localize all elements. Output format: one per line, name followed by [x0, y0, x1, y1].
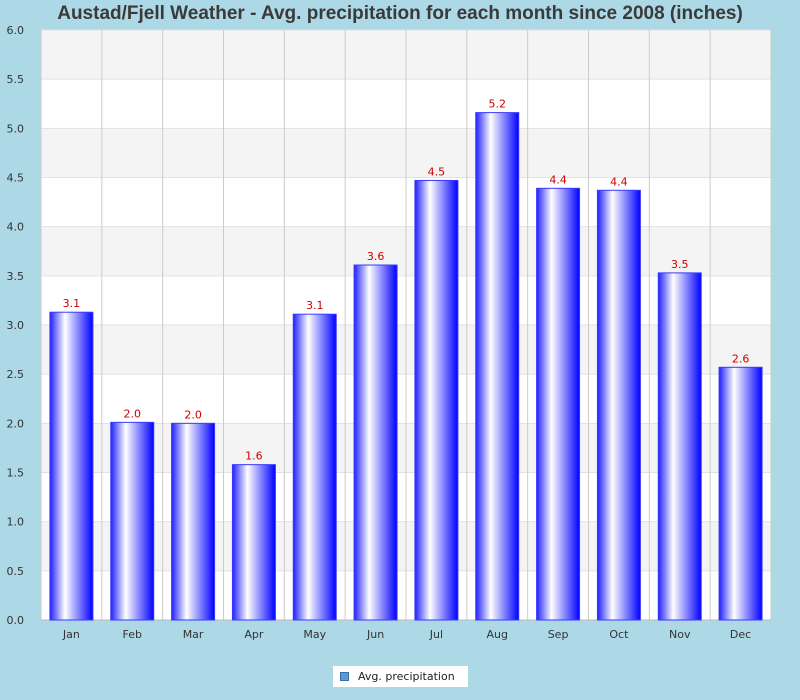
- y-tick-label: 4.5: [7, 172, 25, 185]
- x-tick-label: Nov: [669, 628, 691, 641]
- y-tick-label: 1.5: [7, 467, 25, 480]
- data-label: 2.0: [124, 407, 142, 420]
- x-tick-label: May: [303, 628, 326, 641]
- x-tick-label: Jul: [429, 628, 443, 641]
- bars: [49, 112, 763, 621]
- grid: [40, 29, 772, 621]
- data-label: 5.2: [489, 98, 507, 111]
- x-tick-label: Jun: [366, 628, 384, 641]
- bar-feb: [110, 421, 155, 621]
- bar-nov: [657, 272, 702, 621]
- data-label: 2.6: [732, 352, 750, 365]
- legend-label: Avg. precipitation: [358, 670, 455, 683]
- y-tick-label: 5.0: [7, 122, 25, 135]
- data-label: 3.6: [367, 250, 385, 263]
- y-tick-label: 0.5: [7, 565, 25, 578]
- x-tick-label: Mar: [183, 628, 204, 641]
- bar-apr: [231, 464, 276, 621]
- x-tick-label: Feb: [123, 628, 142, 641]
- data-label: 4.4: [549, 173, 567, 186]
- x-tick-label: Jan: [62, 628, 80, 641]
- y-tick-label: 2.0: [7, 417, 25, 430]
- y-tick-label: 5.5: [7, 73, 25, 86]
- x-tick-label: Apr: [244, 628, 264, 641]
- bar-dec: [718, 366, 763, 621]
- bar-may: [292, 313, 337, 621]
- bar-jul: [414, 179, 459, 621]
- y-tick-label: 6.0: [7, 24, 25, 37]
- x-tick-label: Aug: [487, 628, 508, 641]
- data-label: 4.4: [610, 175, 628, 188]
- y-tick-label: 3.0: [7, 319, 25, 332]
- data-label: 3.1: [63, 297, 81, 310]
- y-axis: 0.0 0.5 1.0 1.5 2.0 2.5 3.0 3.5 4.0 4.5 5.0 5.5 6.0: [7, 24, 25, 627]
- x-tick-label: Sep: [548, 628, 569, 641]
- bar-jun: [353, 264, 398, 621]
- bar-jan: [49, 311, 94, 621]
- x-axis: Jan Feb Mar Apr May Jun Jul Aug Sep Oct Nov Dec: [41, 619, 771, 641]
- x-tick-label: Oct: [609, 628, 629, 641]
- value-labels: 3.1 2.0 2.0 1.6 3.1 3.6 4.5 5.2 4.4 4.4 3.5 2.6: [63, 98, 750, 463]
- data-label: 3.1: [306, 299, 324, 312]
- data-label: 4.5: [428, 165, 446, 178]
- data-label: 1.6: [245, 450, 263, 463]
- data-label: 2.0: [184, 408, 202, 421]
- legend: Avg. precipitation: [333, 666, 468, 687]
- bar-sep: [536, 187, 581, 621]
- legend-swatch: [340, 672, 349, 681]
- y-tick-label: 4.0: [7, 221, 25, 234]
- y-tick-label: 1.0: [7, 516, 25, 529]
- data-label: 3.5: [671, 258, 689, 271]
- y-tick-label: 2.5: [7, 368, 25, 381]
- x-tick-label: Dec: [730, 628, 751, 641]
- y-tick-label: 0.0: [7, 614, 25, 627]
- chart-title: Austad/Fjell Weather - Avg. precipitatio…: [57, 3, 743, 24]
- bar-aug: [475, 112, 520, 621]
- bar-mar: [171, 422, 216, 621]
- y-tick-label: 3.5: [7, 270, 25, 283]
- bar-oct: [596, 189, 641, 621]
